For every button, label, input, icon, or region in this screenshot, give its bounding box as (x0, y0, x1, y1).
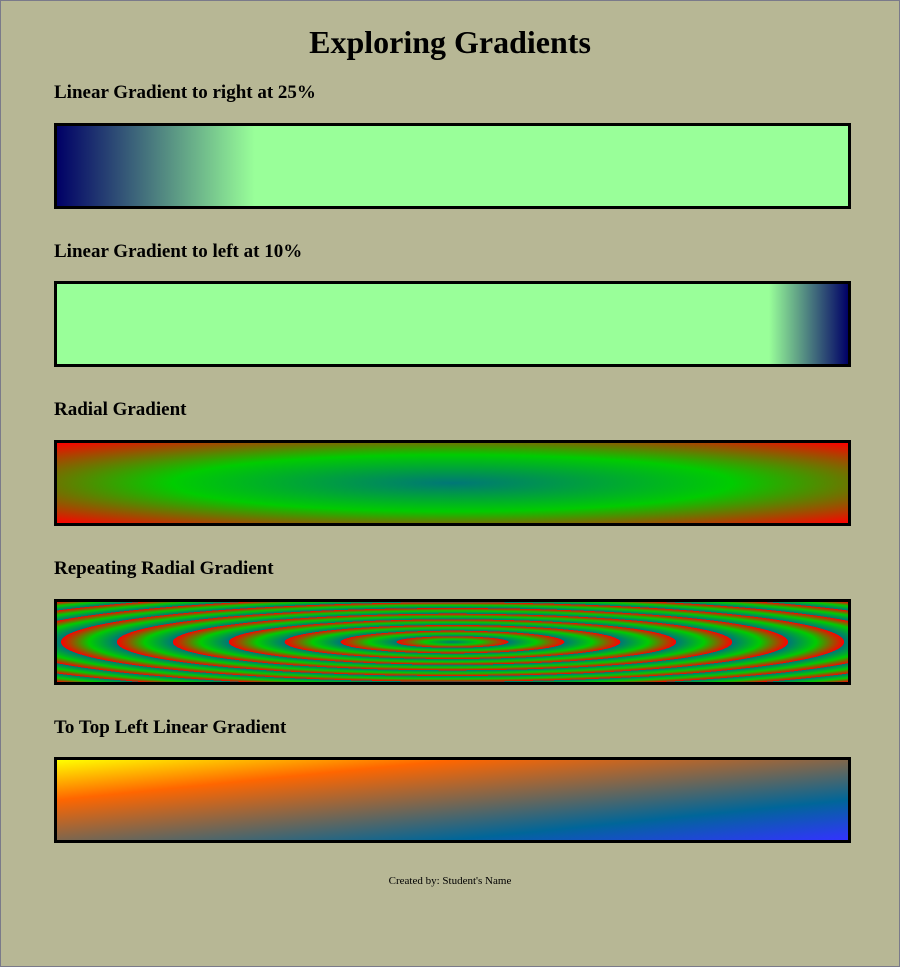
heading-linear-right: Linear Gradient to right at 25% (54, 82, 316, 103)
gradient-radial-box (54, 440, 851, 526)
heading-top-left-linear: To Top Left Linear Gradient (54, 717, 287, 738)
heading-repeating-radial: Repeating Radial Gradient (54, 558, 274, 579)
gradient-top-left-box (54, 757, 851, 843)
gradient-linear-right-box (54, 123, 851, 209)
footer-credit: Created by: Student's Name (388, 875, 512, 887)
gradient-linear-left-box (54, 281, 851, 367)
heading-radial: Radial Gradient (54, 399, 187, 420)
gradient-repeating-radial-box (54, 599, 851, 685)
heading-linear-left: Linear Gradient to left at 10% (54, 241, 303, 262)
page-title: Exploring Gradients (309, 24, 591, 60)
